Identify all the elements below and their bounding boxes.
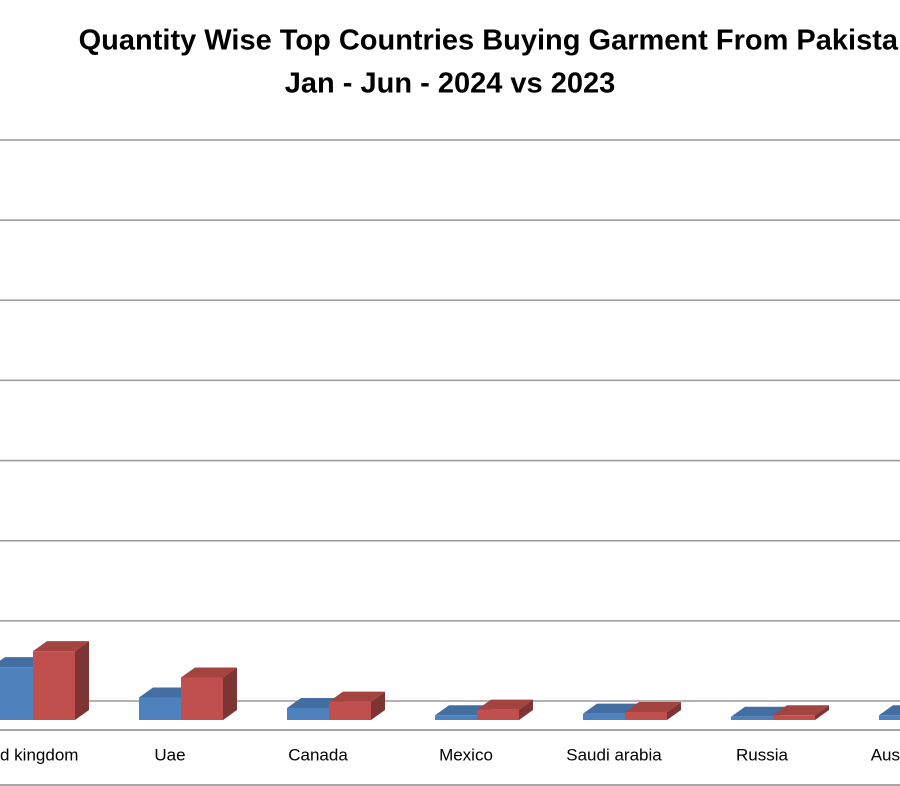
x-tick-label: Mexico [439, 745, 493, 764]
bar-top [625, 701, 681, 712]
bar [181, 667, 237, 720]
bar-front [287, 707, 329, 720]
bar-side [75, 641, 89, 720]
bar-top [33, 641, 89, 652]
bar-front [477, 709, 519, 720]
bar-front [625, 711, 667, 720]
x-tick-label: Canada [288, 745, 348, 764]
bar-front [773, 715, 815, 720]
bar-front [879, 715, 900, 720]
chart-title: Quantity Wise Top Countries Buying Garme… [79, 25, 899, 57]
bar-front [731, 716, 773, 720]
bar-top [329, 691, 385, 702]
bar-front [139, 697, 181, 720]
bar-side [371, 691, 385, 720]
x-tick-label: Russia [736, 745, 789, 764]
bar-side [815, 705, 829, 720]
bar [329, 691, 385, 720]
bar [33, 641, 89, 720]
bar [879, 705, 900, 720]
bar-front [0, 667, 33, 720]
bar-front [33, 651, 75, 720]
x-tick-label: d kingdom [0, 745, 78, 764]
bar-side [519, 699, 533, 720]
x-tick-label: Uae [154, 745, 185, 764]
bar [625, 701, 681, 720]
chart-subtitle: Jan - Jun - 2024 vs 2023 [285, 68, 615, 100]
bar-front [329, 701, 371, 720]
bar-front [435, 715, 477, 720]
bar-side [667, 701, 681, 720]
x-tick-label: Aus [871, 745, 900, 764]
bar-top [773, 705, 829, 716]
bar-top [879, 705, 900, 716]
x-tick-label: Saudi arabia [566, 745, 662, 764]
bar [477, 699, 533, 720]
bar-top [477, 699, 533, 710]
bar-front [583, 713, 625, 720]
bar-side [223, 667, 237, 720]
bar-top [731, 706, 787, 717]
bar-front [181, 677, 223, 720]
bar [773, 705, 829, 720]
bar-top [181, 667, 237, 678]
bar-top [583, 703, 639, 714]
